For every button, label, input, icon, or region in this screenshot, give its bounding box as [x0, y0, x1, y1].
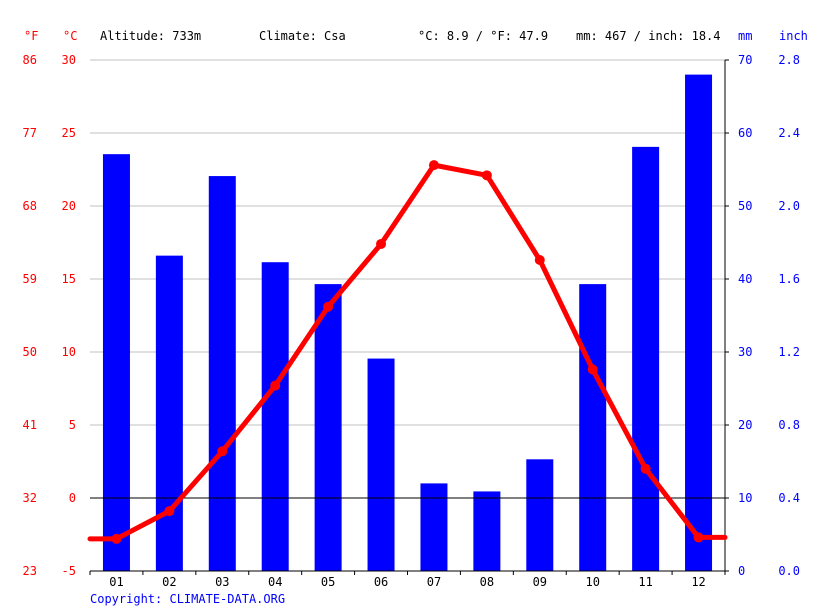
celsius-tick-label: 0: [69, 491, 76, 505]
precipitation-bar: [155, 255, 183, 571]
precipitation-bar: [685, 74, 713, 571]
mm-tick-label: 70: [738, 53, 752, 67]
mm-tick-label: 40: [738, 272, 752, 286]
temperature-point: [111, 533, 122, 544]
precipitation-bar: [420, 483, 448, 571]
inch-tick-label: 1.6: [778, 272, 800, 286]
mm-unit-label: mm: [738, 29, 752, 43]
inch-tick-label: 2.4: [778, 126, 800, 140]
temperature-curve: [87, 162, 728, 542]
inch-tick-label: 0.0: [778, 564, 800, 578]
grid-lines: [90, 59, 725, 426]
month-label: 06: [374, 575, 388, 589]
temperature-line: [87, 160, 728, 544]
temperature-point: [376, 238, 387, 249]
temperature-point: [481, 170, 492, 181]
precipitation-bar: [473, 491, 501, 571]
temperature-point: [217, 446, 228, 457]
mm-tick-label: 0: [738, 564, 745, 578]
precipitation-bar: [632, 146, 660, 571]
celsius-unit-label: °C: [63, 29, 77, 43]
month-label: 12: [691, 575, 705, 589]
month-label: 05: [321, 575, 335, 589]
month-label: 03: [215, 575, 229, 589]
month-label: 04: [268, 575, 282, 589]
inch-unit-label: inch: [779, 29, 808, 43]
mm-tick-label: 60: [738, 126, 752, 140]
temperature-point: [270, 380, 281, 391]
temperature-point: [693, 532, 704, 543]
fahrenheit-tick-label: 59: [23, 272, 37, 286]
celsius-tick-label: 30: [62, 53, 76, 67]
mm-tick-label: 20: [738, 418, 752, 432]
fahrenheit-tick-label: 68: [23, 199, 37, 213]
fahrenheit-tick-label: 50: [23, 345, 37, 359]
climate-label: Climate: Csa: [259, 29, 346, 43]
inch-tick-label: 1.2: [778, 345, 800, 359]
precipitation-bar: [102, 154, 130, 572]
temperature-point: [323, 301, 334, 312]
inch-tick-label: 2.8: [778, 53, 800, 67]
celsius-tick-label: 25: [62, 126, 76, 140]
fahrenheit-tick-label: 32: [23, 491, 37, 505]
tick-labels: -5 23 0 32 5 41 10 50 15 59 20 68 25 77 30 86 0 0.0 10 0.4 2…: [23, 53, 800, 589]
axes: [89, 59, 729, 575]
celsius-tick-label: 15: [62, 272, 76, 286]
celsius-tick-label: 10: [62, 345, 76, 359]
month-label: 08: [480, 575, 494, 589]
temperature-point: [428, 160, 439, 171]
celsius-tick-label: 20: [62, 199, 76, 213]
month-label: 10: [585, 575, 599, 589]
precipitation-bars: [102, 74, 713, 572]
temperature-point: [587, 364, 598, 375]
mm-tick-label: 50: [738, 199, 752, 213]
temperature-point: [534, 255, 545, 266]
inch-tick-label: 0.4: [778, 491, 800, 505]
fahrenheit-tick-label: 86: [23, 53, 37, 67]
precipitation-bar: [579, 284, 607, 571]
precipitation-bar: [367, 358, 395, 571]
mm-tick-label: 30: [738, 345, 752, 359]
fahrenheit-tick-label: 23: [23, 564, 37, 578]
average-temperature-label: °C: 8.9 / °F: 47.9: [418, 29, 548, 43]
celsius-tick-label: 5: [69, 418, 76, 432]
month-label: 01: [109, 575, 123, 589]
fahrenheit-tick-label: 77: [23, 126, 37, 140]
precipitation-bar: [261, 262, 289, 571]
month-label: 11: [638, 575, 652, 589]
temperature-point: [640, 463, 651, 474]
inch-tick-label: 2.0: [778, 199, 800, 213]
fahrenheit-unit-label: °F: [24, 29, 38, 43]
precipitation-total-label: mm: 467 / inch: 18.4: [576, 29, 721, 43]
copyright-text: Copyright: CLIMATE-DATA.ORG: [90, 592, 286, 606]
temperature-point: [164, 506, 175, 517]
inch-tick-label: 0.8: [778, 418, 800, 432]
month-label: 09: [533, 575, 547, 589]
fahrenheit-tick-label: 41: [23, 418, 37, 432]
precipitation-bar: [314, 284, 342, 571]
precipitation-bar: [208, 176, 236, 571]
mm-tick-label: 10: [738, 491, 752, 505]
month-label: 02: [162, 575, 176, 589]
precipitation-bar: [526, 459, 554, 571]
month-label: 07: [427, 575, 441, 589]
celsius-tick-label: -5: [62, 564, 76, 578]
altitude-label: Altitude: 733m: [100, 29, 201, 43]
